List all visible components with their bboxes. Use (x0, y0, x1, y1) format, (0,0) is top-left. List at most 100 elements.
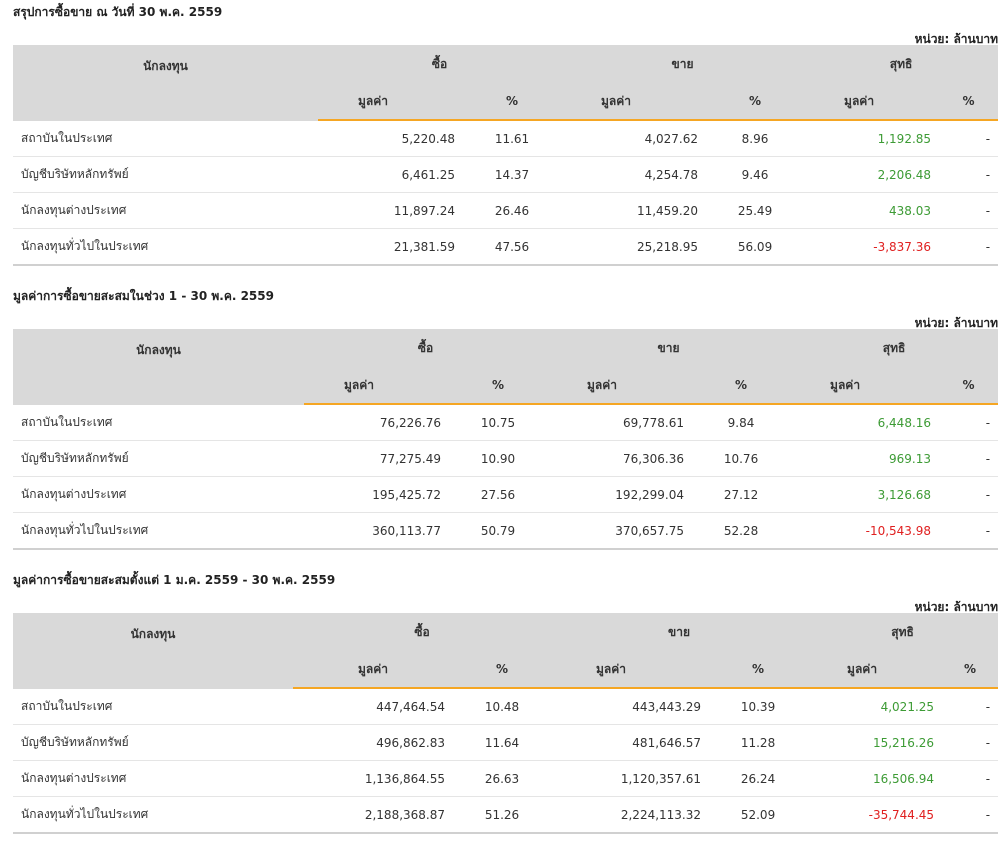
net-value-cell: 4,021.25 (807, 688, 943, 725)
buy-value-cell: 195,425.72 (304, 476, 449, 513)
table-row: นักลงทุนทั่วไปในประเทศ 360,113.77 50.79 … (13, 512, 999, 550)
buy-value-cell: 496,862.83 (293, 724, 453, 761)
sell-pct-cell: 52.09 (709, 796, 808, 834)
trading-table: นักลงทุน ซื้อ ขาย สุทธิ มูลค่า % มูลค่า … (13, 329, 999, 550)
net-pct-cell: - (939, 440, 999, 477)
sell-pct-cell: 27.12 (692, 476, 791, 513)
investor-cell: บัญชีบริษัทหลักทรัพย์ (13, 440, 304, 477)
net-header: สุทธิ (804, 45, 999, 83)
investor-cell: สถาบันในประเทศ (13, 404, 304, 441)
investor-cell: นักลงทุนทั่วไปในประเทศ (13, 228, 318, 266)
table-row: นักลงทุนทั่วไปในประเทศ 21,381.59 47.56 2… (13, 228, 999, 266)
buy-header: ซื้อ (293, 613, 552, 651)
net-header: สุทธิ (790, 329, 999, 367)
net-value-cell: -35,744.45 (807, 796, 943, 834)
net-value-cell: 2,206.48 (804, 156, 940, 193)
sell-value-cell: 76,306.36 (547, 440, 693, 477)
section-ytd-cumulative: มูลค่าการซื้อขายสะสมตั้งแต่ 1 ม.ค. 2559 … (13, 571, 999, 836)
sell-value-header: มูลค่า (547, 367, 693, 405)
table-row: บัญชีบริษัทหลักทรัพย์ 77,275.49 10.90 76… (13, 440, 999, 477)
sell-value-cell: 11,459.20 (561, 192, 707, 229)
net-pct-cell: - (939, 512, 999, 550)
buy-value-cell: 76,226.76 (304, 404, 449, 441)
sell-pct-header: % (709, 651, 808, 689)
sell-value-cell: 1,120,357.61 (551, 760, 710, 797)
sell-pct-cell: 56.09 (706, 228, 805, 266)
buy-pct-cell: 14.37 (463, 156, 562, 193)
net-pct-header: % (939, 83, 999, 121)
investor-cell: นักลงทุนต่างประเทศ (13, 476, 304, 513)
unit-label: หน่วย: ล้านบาท (914, 600, 998, 614)
buy-pct-cell: 11.64 (453, 724, 552, 761)
buy-pct-header: % (449, 367, 548, 405)
sell-value-cell: 4,254.78 (561, 156, 707, 193)
buy-pct-cell: 27.56 (449, 476, 548, 513)
buy-value-cell: 77,275.49 (304, 440, 449, 477)
buy-value-cell: 11,897.24 (318, 192, 463, 229)
net-pct-cell: - (939, 476, 999, 513)
investor-header: นักลงทุน (13, 329, 304, 405)
sell-value-cell: 4,027.62 (561, 120, 707, 157)
buy-pct-cell: 26.46 (463, 192, 562, 229)
buy-value-cell: 447,464.54 (293, 688, 453, 725)
investor-cell: บัญชีบริษัทหลักทรัพย์ (13, 156, 318, 193)
net-value-cell: -3,837.36 (804, 228, 940, 266)
sell-pct-cell: 25.49 (706, 192, 805, 229)
section-monthly-cumulative: มูลค่าการซื้อขายสะสมในช่วง 1 - 30 พ.ค. 2… (13, 287, 999, 552)
sell-pct-cell: 11.28 (709, 724, 808, 761)
table-row: สถาบันในประเทศ 447,464.54 10.48 443,443.… (13, 688, 999, 725)
investor-header: นักลงทุน (13, 45, 318, 121)
investor-cell: นักลงทุนต่างประเทศ (13, 192, 318, 229)
buy-pct-cell: 47.56 (463, 228, 562, 266)
buy-pct-cell: 10.75 (449, 404, 548, 441)
net-value-header: มูลค่า (807, 651, 943, 689)
buy-pct-cell: 11.61 (463, 120, 562, 157)
sell-value-header: มูลค่า (561, 83, 707, 121)
sell-value-cell: 69,778.61 (547, 404, 693, 441)
sell-pct-cell: 9.46 (706, 156, 805, 193)
sell-pct-cell: 52.28 (692, 512, 791, 550)
trading-table: นักลงทุน ซื้อ ขาย สุทธิ มูลค่า % มูลค่า … (13, 613, 999, 834)
buy-value-header: มูลค่า (293, 651, 453, 689)
net-value-cell: -10,543.98 (790, 512, 940, 550)
table-row: นักลงทุนทั่วไปในประเทศ 2,188,368.87 51.2… (13, 796, 999, 834)
buy-pct-header: % (453, 651, 552, 689)
net-pct-cell: - (942, 796, 999, 834)
buy-value-cell: 21,381.59 (318, 228, 463, 266)
net-pct-cell: - (942, 724, 999, 761)
buy-value-cell: 5,220.48 (318, 120, 463, 157)
net-pct-cell: - (939, 228, 999, 266)
net-value-cell: 3,126.68 (790, 476, 940, 513)
investor-cell: นักลงทุนทั่วไปในประเทศ (13, 512, 304, 550)
sell-value-cell: 370,657.75 (547, 512, 693, 550)
table-row: บัญชีบริษัทหลักทรัพย์ 6,461.25 14.37 4,2… (13, 156, 999, 193)
net-pct-header: % (939, 367, 999, 405)
investor-cell: สถาบันในประเทศ (13, 120, 318, 157)
investor-cell: บัญชีบริษัทหลักทรัพย์ (13, 724, 293, 761)
sell-pct-header: % (706, 83, 805, 121)
buy-pct-cell: 10.90 (449, 440, 548, 477)
sell-pct-cell: 10.76 (692, 440, 791, 477)
table-row: สถาบันในประเทศ 5,220.48 11.61 4,027.62 8… (13, 120, 999, 157)
sell-pct-cell: 26.24 (709, 760, 808, 797)
sell-pct-cell: 9.84 (692, 404, 791, 441)
unit-label: หน่วย: ล้านบาท (914, 32, 998, 46)
buy-header: ซื้อ (304, 329, 548, 367)
table-row: นักลงทุนต่างประเทศ 195,425.72 27.56 192,… (13, 476, 999, 513)
section-title: สรุปการซื้อขาย ณ วันที่ 30 พ.ค. 2559 (13, 5, 223, 19)
buy-pct-cell: 10.48 (453, 688, 552, 725)
sell-value-cell: 25,218.95 (561, 228, 707, 266)
buy-value-cell: 360,113.77 (304, 512, 449, 550)
investor-cell: นักลงทุนทั่วไปในประเทศ (13, 796, 293, 834)
net-value-cell: 1,192.85 (804, 120, 940, 157)
buy-value-cell: 2,188,368.87 (293, 796, 453, 834)
table-row: บัญชีบริษัทหลักทรัพย์ 496,862.83 11.64 4… (13, 724, 999, 761)
unit-label: หน่วย: ล้านบาท (914, 316, 998, 330)
sell-value-cell: 481,646.57 (551, 724, 710, 761)
sell-pct-header: % (692, 367, 791, 405)
buy-value-header: มูลค่า (318, 83, 463, 121)
table-row: นักลงทุนต่างประเทศ 1,136,864.55 26.63 1,… (13, 760, 999, 797)
sell-pct-cell: 10.39 (709, 688, 808, 725)
net-value-header: มูลค่า (804, 83, 940, 121)
section-title: มูลค่าการซื้อขายสะสมในช่วง 1 - 30 พ.ค. 2… (13, 289, 274, 303)
